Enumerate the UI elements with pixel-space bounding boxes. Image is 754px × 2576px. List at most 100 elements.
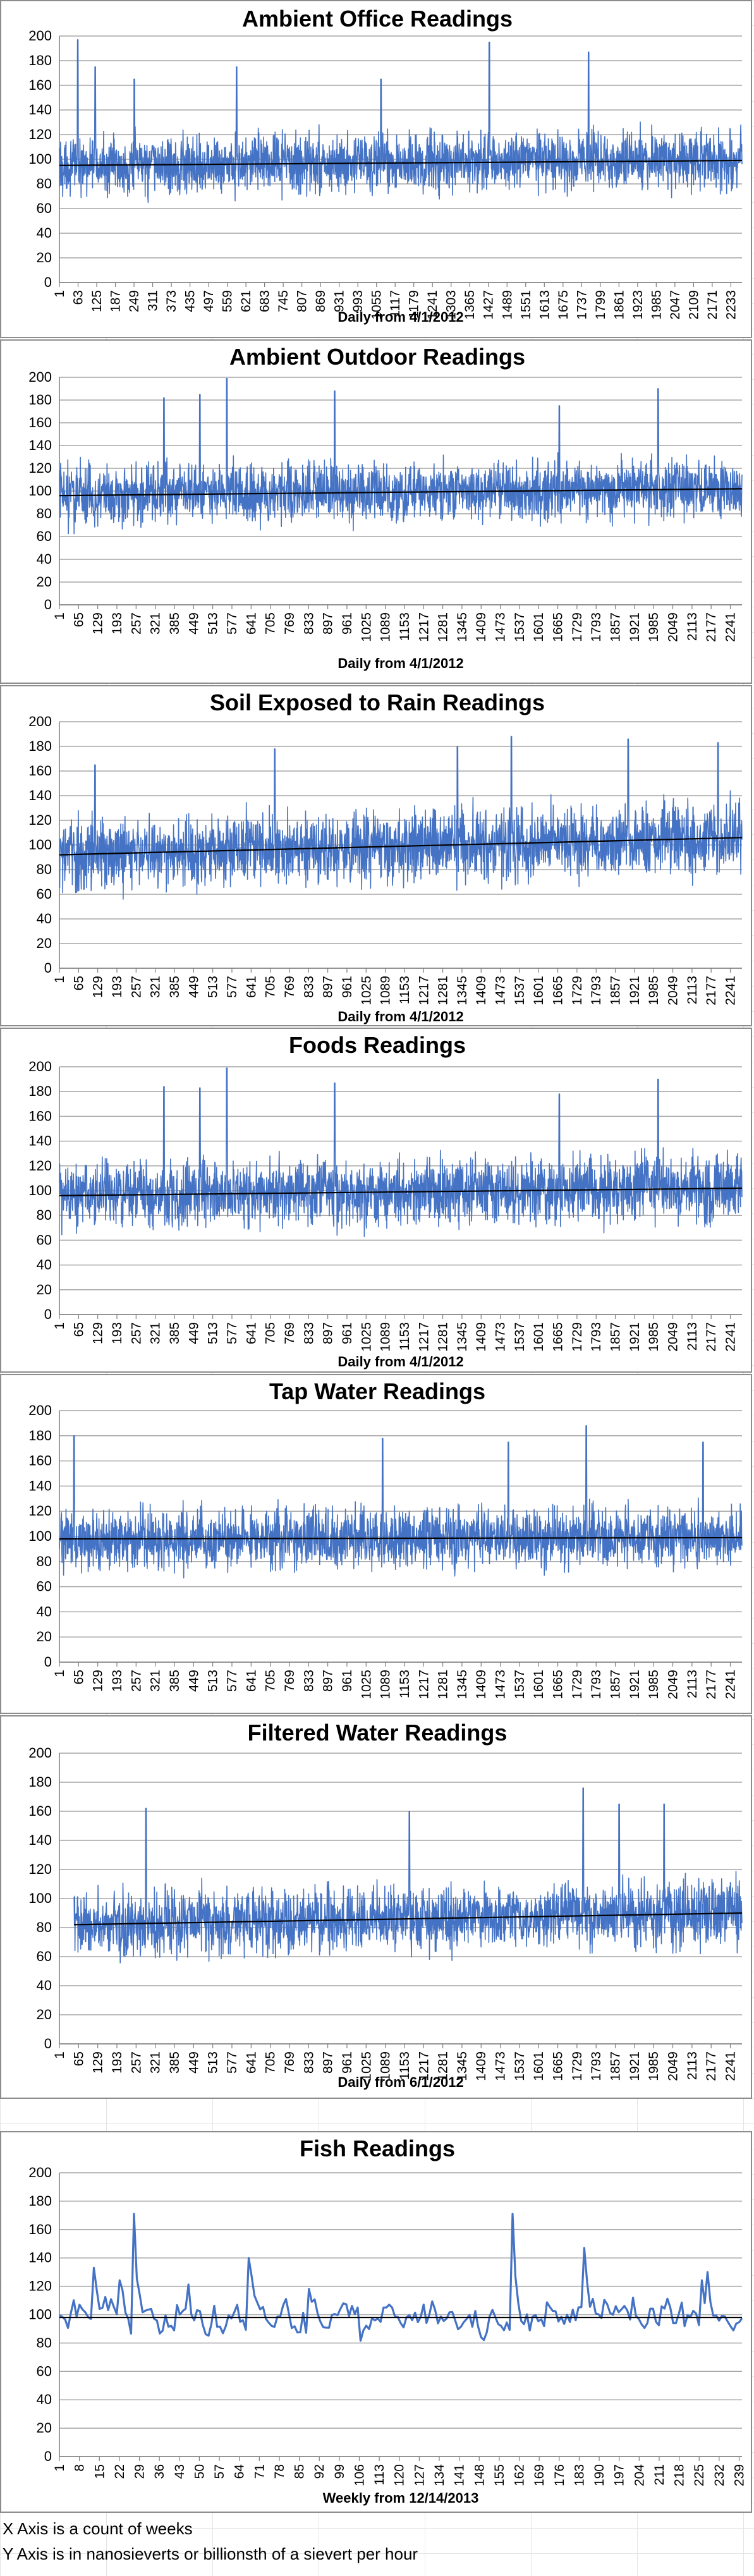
x-tick-label: 385 — [167, 1670, 182, 1692]
y-tick-label: 0 — [44, 2448, 52, 2464]
x-tick-label: 1537 — [513, 1670, 527, 1699]
x-tick-label: 897 — [321, 976, 336, 998]
trendline — [74, 1912, 743, 1926]
x-tick-label: 2177 — [704, 2051, 719, 2081]
x-tick-label: 129 — [91, 2051, 106, 2074]
x-tick-label: 1055 — [370, 290, 384, 320]
x-tick-label: 187 — [109, 290, 123, 312]
x-tick-label: 833 — [301, 976, 316, 998]
y-tick-label: 120 — [28, 1861, 52, 1877]
x-tick-label: 1921 — [628, 1670, 642, 1699]
x-tick-label: 385 — [167, 612, 182, 635]
x-tick-label: 1241 — [425, 290, 440, 320]
x-tick-label: 2233 — [724, 290, 738, 320]
x-tick-label: 1 — [52, 976, 67, 983]
x-tick-label: 513 — [206, 2051, 221, 2074]
x-tick-label: 321 — [149, 612, 163, 635]
y-tick-label: 20 — [37, 1282, 52, 1297]
x-tick-label: 8 — [73, 2464, 87, 2472]
x-tick-label: 1217 — [417, 2051, 431, 2081]
chart-panel-fish[interactable]: Fish Readings 0 20 40 60 80 100 120 140 160 180 200… — [0, 2131, 752, 2513]
x-tick-label: 1473 — [494, 612, 508, 642]
x-tick-label: 1793 — [589, 1670, 604, 1699]
x-tick-label: 1921 — [628, 612, 642, 642]
x-tick-label: 961 — [340, 612, 355, 635]
x-tick-label: 1153 — [398, 612, 412, 641]
y-tick-label: 100 — [28, 2307, 52, 2323]
x-tick-label: 204 — [632, 2464, 647, 2486]
x-tick-label: 513 — [206, 976, 221, 998]
x-tick-label: 1281 — [436, 976, 451, 1005]
y-tick-label: 40 — [37, 551, 52, 567]
y-tick-label: 100 — [28, 1528, 52, 1544]
chart-filtered-water: Filtered Water Readings02040608010012014… — [28, 1720, 743, 2090]
x-tick-label: 1601 — [532, 612, 546, 642]
x-tick-label: 1665 — [551, 2051, 566, 2081]
y-tick-label: 180 — [28, 52, 52, 68]
x-tick-label: 1179 — [407, 290, 422, 319]
x-tick-label: 29 — [133, 2464, 147, 2479]
x-tick-label: 769 — [283, 612, 297, 635]
y-tick-label: 80 — [37, 1207, 52, 1223]
trendline — [59, 1536, 743, 1540]
x-tick-label: 239 — [732, 2464, 746, 2486]
chart-ambient-office: Ambient Office Readings02040608010012014… — [28, 6, 743, 325]
x-tick-label: 1985 — [649, 290, 664, 320]
x-tick-label: 2177 — [704, 976, 719, 1005]
y-tick-label: 120 — [28, 2278, 52, 2294]
y-tick-label: 80 — [37, 506, 52, 521]
chart-panel-soil-rain[interactable]: Soil Exposed to Rain Readings 0 20 40 60 80 10… — [0, 685, 752, 1026]
x-tick-label: 2171 — [705, 290, 720, 320]
x-tick-label: 65 — [71, 976, 86, 990]
x-tick-label: 1409 — [474, 1670, 489, 1699]
chart-panel-tap-water[interactable]: Tap Water Readings 0 20 40 60 80 100 120 140 160 1… — [0, 1374, 752, 1714]
x-tick-label: 1985 — [647, 1322, 661, 1352]
x-tick-label: 65 — [71, 612, 86, 627]
x-tick-label: 1537 — [513, 976, 527, 1005]
x-tick-label: 1025 — [359, 612, 374, 642]
y-tick-label: 120 — [28, 1503, 52, 1519]
y-tick-label: 100 — [28, 837, 52, 853]
trendline — [59, 488, 743, 497]
x-tick-label: 1345 — [455, 612, 470, 642]
x-tick-label: 1857 — [609, 1322, 623, 1352]
y-tick-label: 60 — [37, 200, 52, 216]
x-tick-label: 257 — [129, 976, 143, 998]
x-tick-label: 2177 — [704, 1322, 719, 1352]
chart-panel-foods[interactable]: Foods Readings 0 20 40 60 80 100 120 140 160 180 20… — [0, 1028, 752, 1373]
x-tick-label: 64 — [233, 2464, 247, 2479]
x-tick-label: 193 — [110, 2051, 125, 2074]
y-tick-label: 180 — [28, 392, 52, 408]
x-tick-label: 1921 — [628, 2051, 642, 2081]
x-tick-label: 78 — [272, 2464, 287, 2479]
x-tick-label: 1665 — [551, 1670, 566, 1699]
x-tick-label: 1153 — [398, 976, 412, 1004]
x-tick-label: 2241 — [724, 2051, 738, 2081]
x-tick-label: 1537 — [513, 612, 527, 642]
x-tick-label: 769 — [283, 1670, 297, 1692]
x-tick-label: 218 — [672, 2464, 687, 2486]
y-tick-label: 140 — [28, 1133, 52, 1149]
chart-panel-filtered-water[interactable]: Filtered Water Readings 0 20 40 60 80 100 120 14… — [0, 1715, 752, 2099]
x-tick-label: 57 — [212, 2464, 227, 2479]
x-tick-label: 807 — [295, 290, 310, 312]
y-tick-label: 200 — [28, 1402, 52, 1418]
x-tick-label: 1025 — [359, 1322, 374, 1352]
series-line-fish-readings — [59, 2213, 743, 2342]
y-tick-label: 200 — [28, 369, 52, 385]
x-tick-label: 1409 — [474, 976, 489, 1005]
x-tick-label: 1345 — [455, 976, 470, 1005]
x-tick-label: 1729 — [570, 1670, 585, 1699]
x-tick-label: 249 — [127, 290, 142, 312]
x-tick-label: 1473 — [494, 2051, 508, 2081]
x-tick-label: 513 — [206, 1322, 221, 1344]
x-tick-label: 129 — [91, 1670, 106, 1692]
chart-panel-ambient-outdoor[interactable]: Ambient Outdoor Readings 0 20 40 60 80 100 120 1… — [0, 339, 752, 684]
x-tick-label: 211 — [652, 2464, 667, 2485]
series-line-ambient-outdoor-readings — [59, 377, 743, 535]
x-tick-label: 43 — [173, 2464, 187, 2479]
chart-panel-ambient-office[interactable]: Ambient Office Readings 0 20 40 60 80 100 120 14… — [0, 0, 752, 338]
x-tick-label: 769 — [283, 976, 297, 998]
x-tick-label: 311 — [146, 290, 161, 311]
trendline — [59, 1187, 743, 1196]
